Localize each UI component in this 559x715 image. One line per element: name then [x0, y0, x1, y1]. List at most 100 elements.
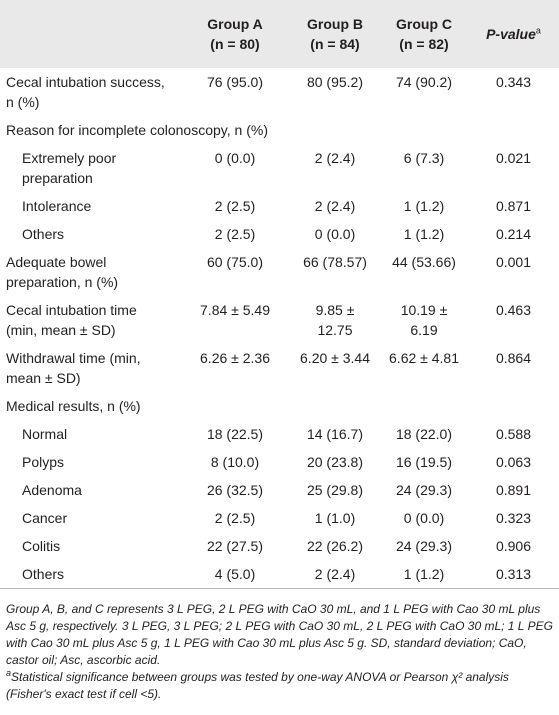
cell-line: (min, mean ± SD) [6, 322, 116, 338]
value-cell: 6.26 ± 2.36 [180, 344, 290, 392]
value-cell: 2 (2.5) [180, 192, 290, 220]
cell-text: 25 (29.8) [306, 482, 364, 498]
row-label: Colitis [0, 532, 180, 560]
cell-text: 4 (5.0) [214, 566, 256, 582]
cell-text: 76 (95.0) [206, 74, 264, 90]
cell-line: Polyps [22, 454, 65, 470]
cell-line: Intolerance [22, 198, 92, 214]
value-cell: 24 (29.3) [380, 476, 468, 504]
row-label: Extremely poor preparation [0, 144, 180, 192]
cell-text: 1 (1.2) [403, 226, 445, 242]
footnote-mark: a [6, 668, 12, 678]
cell-text: 0.871 [495, 198, 532, 214]
group-n: (n = 80) [210, 36, 260, 52]
cell-line: preparation [22, 170, 93, 186]
cell-line: preparation, n (%) [6, 274, 119, 290]
value-cell: 74 (90.2) [380, 68, 468, 116]
row-label: Cecal intubation success, n (%) [0, 68, 180, 116]
value-cell: 9.85 ± 12.75 [290, 296, 380, 344]
cell-line: Normal [22, 426, 68, 442]
value-cell: 20 (23.8) [290, 448, 380, 476]
value-cell: 0.463 [468, 296, 559, 344]
value-cell: 25 (29.8) [290, 476, 380, 504]
value-cell: 0.323 [468, 504, 559, 532]
value-cell: 0.063 [468, 448, 559, 476]
value-cell: 0.021 [468, 144, 559, 192]
table-row: Polyps 8 (10.0) 20 (23.8) 16 (19.5) 0.063 [0, 448, 559, 476]
cell-text: 2 (2.4) [314, 150, 356, 166]
cell-text: 24 (29.3) [395, 538, 453, 554]
table-row: Extremely poor preparation 0 (0.0) 2 (2.4) 6… [0, 144, 559, 192]
value-cell: 0.864 [468, 344, 559, 392]
table-header: Group A (n = 80) Group B (n = 84) Group C (n … [0, 0, 559, 68]
cell-text: 6.20 ± 3.44 [300, 350, 370, 366]
row-label: Polyps [0, 448, 180, 476]
value-cell: 6 (7.3) [380, 144, 468, 192]
cell-line: Adequate bowel [6, 254, 107, 270]
cell-text: 2 (2.5) [214, 198, 256, 214]
cell-text: 22 (27.5) [206, 538, 264, 554]
value-cell: 66 (78.57) [290, 248, 380, 296]
cell-text: 66 (78.57) [303, 254, 367, 270]
cell-text: 44 (53.66) [392, 254, 456, 270]
value-cell: 2 (2.5) [180, 504, 290, 532]
cell-text: 0.906 [495, 538, 532, 554]
header-cell: Group A (n = 80) [180, 0, 290, 68]
cell-text: 0.588 [495, 426, 532, 442]
cell-text: 0.343 [495, 74, 532, 90]
value-cell: 22 (26.2) [290, 532, 380, 560]
cell-text: 26 (32.5) [206, 482, 264, 498]
cell-text: 60 (75.0) [206, 254, 264, 270]
cell-text: 80 (95.2) [306, 74, 364, 90]
footnote: aStatistical significance between groups… [6, 669, 553, 703]
value-cell: 8 (10.0) [180, 448, 290, 476]
cell-text: 8 (10.0) [210, 454, 260, 470]
value-cell: 16 (19.5) [380, 448, 468, 476]
table-row: Colitis 22 (27.5) 22 (26.2) 24 (29.3) 0.906 [0, 532, 559, 560]
value-cell: 1 (1.2) [380, 560, 468, 589]
cell-line: mean ± SD) [6, 370, 81, 386]
cell-text: 0.001 [495, 254, 532, 270]
cell-text: 6.26 ± 2.36 [200, 350, 270, 366]
value-cell: 1 (1.0) [290, 504, 380, 532]
cell-line: Colitis [22, 538, 61, 554]
cell-text: 22 (26.2) [306, 538, 364, 554]
row-label: Cecal intubation time (min, mean ± SD) [0, 296, 180, 344]
row-label: Others [0, 560, 180, 589]
value-cell: 0 (0.0) [180, 144, 290, 192]
table-row: Others 4 (5.0) 2 (2.4) 1 (1.2) 0.313 [0, 560, 559, 589]
section-label: Reason for incomplete colonoscopy, n (%) [6, 122, 268, 138]
header-row: Group A (n = 80) Group B (n = 84) Group C (n … [0, 0, 559, 68]
value-cell: 0.588 [468, 420, 559, 448]
value-cell: 0.891 [468, 476, 559, 504]
value-cell: 1 (1.2) [380, 220, 468, 248]
cell-line: Others [22, 226, 65, 242]
group-name: Group C [396, 16, 452, 32]
cell-text: 0.891 [495, 482, 532, 498]
row-label: Normal [0, 420, 180, 448]
footnotes: Group A, B, and C represents 3 L PEG, 2 … [0, 589, 559, 703]
p-value-label: P-value [486, 26, 536, 42]
group-n: (n = 82) [399, 36, 449, 52]
cell-line: 6.19 [410, 322, 438, 338]
cell-line: 10.19 ± [400, 302, 448, 318]
value-cell: 18 (22.5) [180, 420, 290, 448]
value-cell: 2 (2.4) [290, 560, 380, 589]
section-row: Medical results, n (%) [0, 392, 559, 420]
value-cell: 0 (0.0) [380, 504, 468, 532]
value-cell: 0.001 [468, 248, 559, 296]
value-cell: 1 (1.2) [380, 192, 468, 220]
table-row: Intolerance 2 (2.5) 2 (2.4) 1 (1.2) 0.871 [0, 192, 559, 220]
table-row: Withdrawal time (min, mean ± SD) 6.26 ± 2.… [0, 344, 559, 392]
header-cell [0, 0, 180, 68]
value-cell: 0.906 [468, 532, 559, 560]
cell-line: Extremely poor [22, 150, 117, 166]
section-row: Reason for incomplete colonoscopy, n (%) [0, 116, 559, 144]
cell-text: 0.021 [495, 150, 532, 166]
cell-text: 2 (2.5) [214, 226, 256, 242]
value-cell: 0 (0.0) [290, 220, 380, 248]
value-cell: 60 (75.0) [180, 248, 290, 296]
group-name: Group B [307, 16, 363, 32]
table-row: Others 2 (2.5) 0 (0.0) 1 (1.2) 0.214 [0, 220, 559, 248]
cell-text: 14 (16.7) [306, 426, 364, 442]
